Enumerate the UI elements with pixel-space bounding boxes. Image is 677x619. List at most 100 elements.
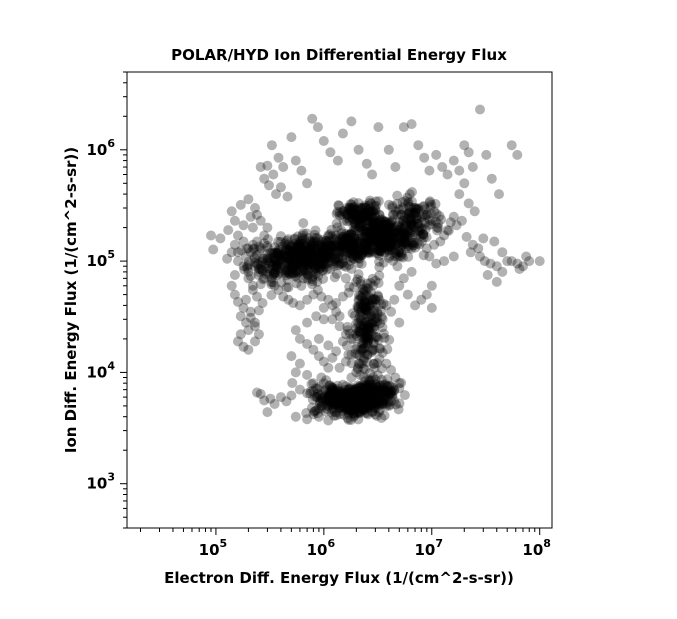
scatter-point xyxy=(338,215,349,226)
scatter-point xyxy=(357,395,368,406)
scatter-point xyxy=(293,250,304,261)
scatter-point xyxy=(408,217,419,228)
scatter-point xyxy=(357,404,368,414)
scatter-point xyxy=(359,353,370,364)
scatter-point xyxy=(370,294,381,305)
scatter-point xyxy=(410,207,421,218)
scatter-point xyxy=(280,250,290,261)
scatter-point xyxy=(298,249,309,260)
scatter-point xyxy=(384,237,395,248)
scatter-point xyxy=(387,386,398,397)
scatter-point xyxy=(271,260,282,270)
scatter-point xyxy=(259,395,270,406)
scatter-point xyxy=(287,263,298,274)
scatter-point xyxy=(241,294,251,305)
scatter-point xyxy=(491,276,502,287)
scatter-point xyxy=(348,254,359,265)
scatter-point xyxy=(416,294,427,305)
scatter-point xyxy=(358,216,368,227)
scatter-point xyxy=(271,256,282,267)
scatter-point xyxy=(331,396,342,407)
scatter-point xyxy=(286,249,297,260)
scatter-point xyxy=(315,242,326,253)
scatter-point xyxy=(325,388,336,398)
scatter-point xyxy=(338,246,349,257)
scatter-point xyxy=(400,228,410,239)
scatter-point xyxy=(331,390,342,401)
scatter-point xyxy=(344,202,355,213)
scatter-point xyxy=(379,228,390,239)
scatter-point xyxy=(364,220,375,231)
scatter-point xyxy=(310,246,321,257)
scatter-point xyxy=(369,402,380,413)
scatter-point xyxy=(369,225,380,236)
scatter-point xyxy=(360,305,371,316)
scatter-point xyxy=(238,302,249,313)
scatter-point xyxy=(302,369,313,380)
scatter-point xyxy=(253,329,264,340)
scatter-point xyxy=(330,253,341,263)
scatter-point xyxy=(361,240,372,250)
scatter-point xyxy=(354,381,365,392)
scatter-point xyxy=(343,388,354,399)
scatter-point xyxy=(312,256,323,267)
scatter-point xyxy=(253,266,264,277)
scatter-point xyxy=(293,258,304,269)
scatter-point xyxy=(378,395,389,406)
scatter-point xyxy=(350,208,361,219)
scatter-point xyxy=(330,386,341,397)
scatter-point xyxy=(336,225,347,236)
scatter-point xyxy=(355,221,366,232)
scatter-point xyxy=(364,386,375,397)
scatter-point xyxy=(367,217,378,228)
scatter-point xyxy=(348,386,359,397)
scatter-point xyxy=(259,173,270,184)
scatter-point xyxy=(351,318,361,329)
scatter-point xyxy=(360,317,371,328)
scatter-point xyxy=(351,341,362,352)
scatter-point xyxy=(356,385,367,396)
scatter-point xyxy=(367,211,378,222)
scatter-point xyxy=(362,247,373,258)
scatter-point xyxy=(281,257,292,268)
scatter-point xyxy=(346,244,357,255)
scatter-point xyxy=(349,406,360,416)
scatter-point xyxy=(362,237,373,248)
scatter-point xyxy=(371,200,382,211)
scatter-point xyxy=(411,211,422,222)
scatter-point xyxy=(358,211,369,222)
scatter-point xyxy=(356,210,367,221)
scatter-point xyxy=(378,389,389,400)
scatter-point xyxy=(340,207,351,218)
scatter-point xyxy=(277,241,288,252)
scatter-point xyxy=(454,189,465,200)
scatter-point xyxy=(326,241,337,252)
scatter-point xyxy=(344,281,355,292)
scatter-point xyxy=(351,397,362,408)
scatter-point xyxy=(310,225,321,236)
scatter-point xyxy=(342,384,353,395)
scatter-point xyxy=(370,332,381,343)
scatter-point xyxy=(344,394,355,405)
x-tick-label: 106 xyxy=(307,537,336,559)
scatter-point xyxy=(344,240,355,251)
scatter-point xyxy=(350,209,361,220)
scatter-point xyxy=(378,232,389,243)
scatter-point xyxy=(364,211,375,222)
scatter-point xyxy=(334,245,345,256)
scatter-point xyxy=(343,414,354,425)
scatter-point xyxy=(320,259,331,269)
scatter-point xyxy=(307,113,318,124)
scatter-point xyxy=(359,348,370,359)
scatter-point xyxy=(307,238,318,249)
scatter-point xyxy=(388,210,399,220)
scatter-point xyxy=(356,292,367,303)
scatter-point xyxy=(358,335,369,346)
scatter-point xyxy=(324,391,335,402)
scatter-point xyxy=(384,400,395,411)
scatter-point xyxy=(338,396,349,407)
scatter-point xyxy=(339,392,350,403)
scatter-point xyxy=(276,249,287,260)
scatter-point xyxy=(329,399,340,410)
